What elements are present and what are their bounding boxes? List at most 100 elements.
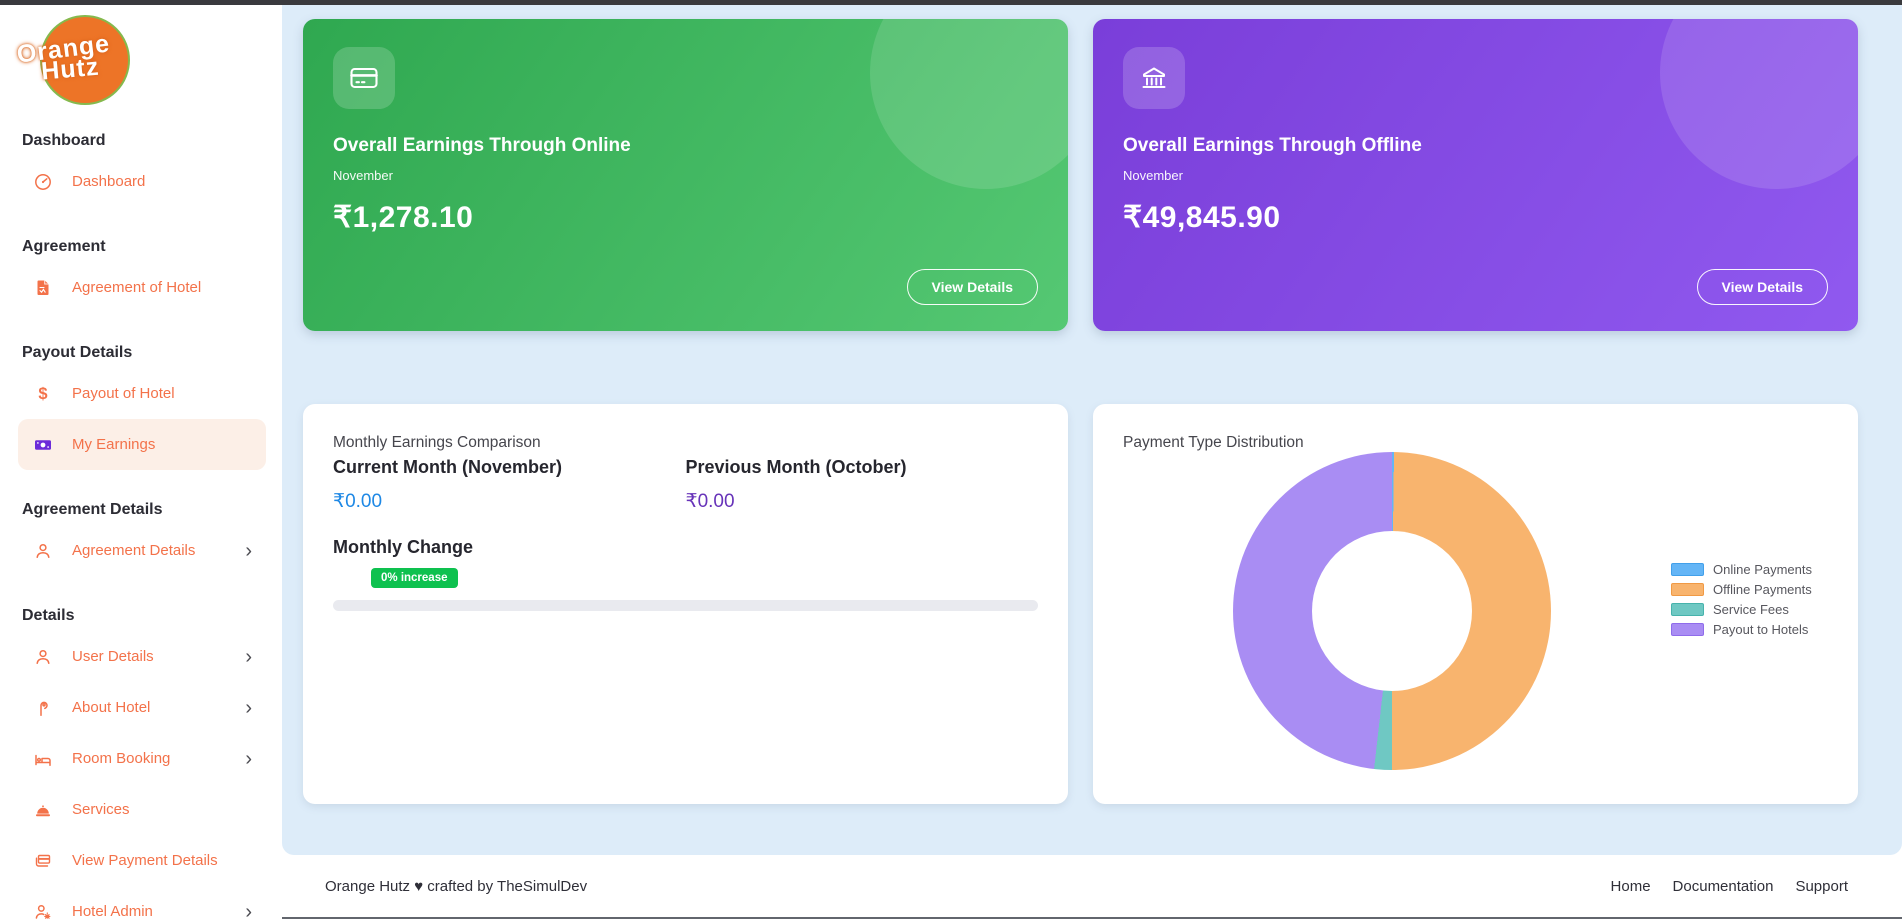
monthly-comparison-card: Monthly Earnings Comparison Current Mont… bbox=[303, 404, 1068, 804]
legend-item-online-payments[interactable]: Online Payments bbox=[1671, 562, 1812, 577]
sidebar-item-label: My Earnings bbox=[72, 436, 156, 453]
chart-legend: Online Payments Offline Payments Service F… bbox=[1671, 562, 1812, 637]
main-column: Overall Earnings Through Online November ₹… bbox=[282, 5, 1902, 919]
footer-link-home[interactable]: Home bbox=[1610, 877, 1651, 895]
sidebar-item-label: Services bbox=[72, 801, 130, 818]
card-amount: ₹1,278.10 bbox=[333, 201, 474, 234]
card-period: November bbox=[1123, 168, 1183, 183]
footer-links: Home Documentation Support bbox=[1611, 878, 1848, 895]
nav-section-header-payout-details: Payout Details bbox=[22, 344, 133, 361]
sidebar-item-label: About Hotel bbox=[72, 699, 151, 716]
chevron-right-icon: › bbox=[245, 696, 252, 719]
footer-credit: Orange Hutz ♥ crafted by TheSimulDev bbox=[325, 877, 588, 895]
sidebar-item-user-details[interactable]: User Details › bbox=[18, 631, 266, 682]
logo-circle bbox=[40, 15, 130, 105]
sidebar: Orange Hutz Dashboard Dashboard Agreement A… bbox=[0, 5, 282, 919]
decorative-circle bbox=[870, 19, 1068, 189]
payment-cards-icon bbox=[32, 852, 54, 870]
chevron-right-icon: › bbox=[245, 747, 252, 770]
current-month-value: ₹0.00 bbox=[333, 491, 383, 512]
legend-swatch bbox=[1671, 623, 1704, 636]
sidebar-item-room-booking[interactable]: Room Booking › bbox=[18, 733, 266, 784]
sidebar-nav: Dashboard Dashboard Agreement Agreement of … bbox=[18, 131, 266, 919]
sidebar-item-view-payment-details[interactable]: View Payment Details bbox=[18, 835, 266, 886]
monthly-change-label: Monthly Change bbox=[333, 537, 473, 557]
detail-row: Monthly Earnings Comparison Current Mont… bbox=[303, 404, 1858, 804]
legend-label: Online Payments bbox=[1713, 562, 1812, 577]
earnings-card-offline: Overall Earnings Through Offline November… bbox=[1093, 19, 1858, 331]
sidebar-item-agreement-of-hotel[interactable]: Agreement of Hotel bbox=[18, 262, 266, 313]
sidebar-item-dashboard[interactable]: Dashboard bbox=[18, 156, 266, 207]
sidebar-item-label: Agreement Details bbox=[72, 542, 196, 559]
window-bottom-edge bbox=[282, 917, 1902, 919]
sidebar-item-label: Hotel Admin bbox=[72, 903, 153, 919]
card-period: November bbox=[333, 168, 393, 183]
dollar-icon: $ bbox=[32, 385, 54, 403]
sidebar-item-about-hotel[interactable]: About Hotel › bbox=[18, 682, 266, 733]
legend-swatch bbox=[1671, 583, 1704, 596]
decorative-circle bbox=[1660, 19, 1858, 189]
svg-text:$: $ bbox=[38, 385, 47, 403]
nav-section-header-agreement-details: Agreement Details bbox=[22, 501, 163, 518]
legend-label: Offline Payments bbox=[1713, 582, 1812, 597]
current-month-column: Current Month (November) ₹0.00 bbox=[333, 456, 686, 513]
user-icon bbox=[32, 542, 54, 560]
donut-hole bbox=[1312, 531, 1472, 691]
sidebar-item-label: Room Booking bbox=[72, 750, 171, 767]
footer-link-support[interactable]: Support bbox=[1795, 877, 1848, 895]
chart-title: Payment Type Distribution bbox=[1123, 434, 1304, 451]
legend-label: Service Fees bbox=[1713, 602, 1789, 617]
legend-item-payout-to-hotels[interactable]: Payout to Hotels bbox=[1671, 622, 1812, 637]
bank-icon bbox=[1123, 47, 1185, 109]
file-contract-icon bbox=[32, 279, 54, 297]
chevron-right-icon: › bbox=[245, 539, 252, 562]
previous-month-value: ₹0.00 bbox=[685, 491, 735, 512]
logo-text: Orange Hutz bbox=[15, 29, 114, 86]
view-details-button-online[interactable]: View Details bbox=[906, 269, 1038, 305]
sidebar-item-hotel-admin[interactable]: Hotel Admin › bbox=[18, 886, 266, 919]
footer-link-documentation[interactable]: Documentation bbox=[1672, 877, 1774, 895]
card-title: Overall Earnings Through Offline bbox=[1123, 135, 1422, 156]
view-details-button-offline[interactable]: View Details bbox=[1696, 269, 1828, 305]
credit-card-icon bbox=[333, 47, 395, 109]
previous-month-label: Previous Month (October) bbox=[685, 457, 907, 477]
change-progress-bar bbox=[333, 600, 1038, 611]
summary-cards-row: Overall Earnings Through Online November ₹… bbox=[303, 19, 1858, 331]
bed-icon bbox=[32, 750, 54, 768]
current-month-label: Current Month (November) bbox=[333, 457, 562, 477]
sidebar-item-payout-of-hotel[interactable]: $ Payout of Hotel bbox=[18, 368, 266, 419]
user-icon bbox=[32, 648, 54, 666]
sidebar-item-services[interactable]: Services bbox=[18, 784, 266, 835]
window-top-edge bbox=[0, 0, 1902, 5]
card-amount: ₹49,845.90 bbox=[1123, 201, 1281, 234]
sidebar-item-label: Dashboard bbox=[72, 173, 146, 190]
chevron-right-icon: › bbox=[245, 900, 252, 920]
legend-label: Payout to Hotels bbox=[1713, 622, 1809, 637]
orange-hutz-logo[interactable]: Orange Hutz bbox=[15, 13, 130, 121]
nav-section-header-dashboard: Dashboard bbox=[22, 132, 106, 149]
footer: Orange Hutz ♥ crafted by TheSimulDev Hom… bbox=[282, 855, 1902, 917]
legend-swatch bbox=[1671, 603, 1704, 616]
payment-distribution-card: Payment Type Distribution Online Payment… bbox=[1093, 404, 1858, 804]
legend-item-offline-payments[interactable]: Offline Payments bbox=[1671, 582, 1812, 597]
legend-item-service-fees[interactable]: Service Fees bbox=[1671, 602, 1812, 617]
previous-month-column: Previous Month (October) ₹0.00 bbox=[686, 456, 1039, 513]
sidebar-item-label: View Payment Details bbox=[72, 852, 218, 869]
money-bill-icon bbox=[32, 436, 54, 454]
legend-swatch bbox=[1671, 563, 1704, 576]
sidebar-item-label: User Details bbox=[72, 648, 154, 665]
card-title: Overall Earnings Through Online bbox=[333, 135, 631, 156]
door-hanger-icon bbox=[32, 699, 54, 717]
bell-icon bbox=[32, 801, 54, 819]
user-gear-icon bbox=[32, 903, 54, 919]
gauge-icon bbox=[32, 173, 54, 191]
chevron-right-icon: › bbox=[245, 645, 252, 668]
comparison-title: Monthly Earnings Comparison bbox=[333, 434, 541, 451]
earnings-card-online: Overall Earnings Through Online November ₹… bbox=[303, 19, 1068, 331]
sidebar-item-label: Payout of Hotel bbox=[72, 385, 175, 402]
nav-section-header-details: Details bbox=[22, 607, 75, 624]
sidebar-item-my-earnings[interactable]: My Earnings bbox=[18, 419, 266, 470]
sidebar-item-agreement-details[interactable]: Agreement Details › bbox=[18, 525, 266, 576]
sidebar-item-label: Agreement of Hotel bbox=[72, 279, 202, 296]
